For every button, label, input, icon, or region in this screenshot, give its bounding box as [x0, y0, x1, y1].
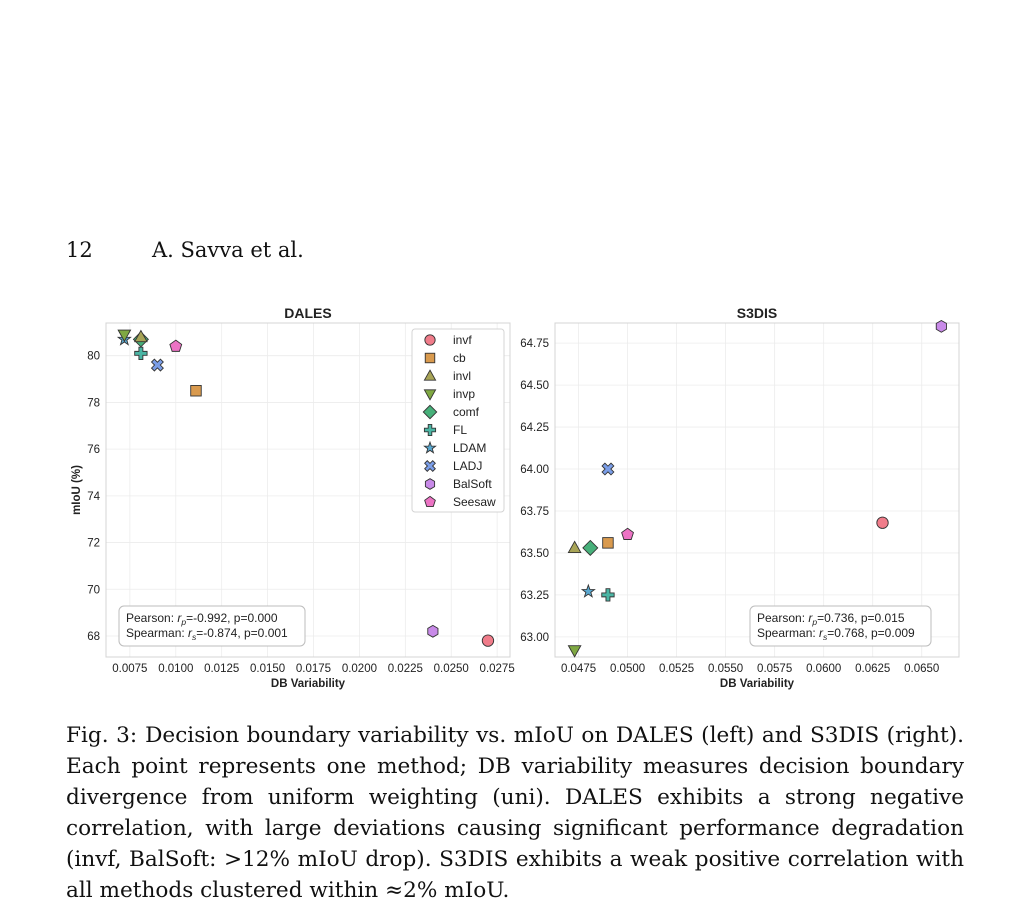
page-number: 12: [66, 238, 93, 262]
x-tick-label: 0.0200: [342, 663, 377, 675]
point-balsoft: [427, 624, 439, 638]
x-tick-label: 0.0475: [561, 663, 596, 675]
spearman-stat: Spearman: rs=-0.874, p=0.001: [126, 626, 288, 642]
y-tick-label: 78: [87, 397, 100, 409]
point-ldam: [580, 583, 596, 598]
point-seesaw: [621, 527, 634, 540]
y-tick-label: 63.25: [520, 590, 549, 602]
legend-label: LDAM: [453, 441, 486, 455]
caption-label: Fig. 3:: [66, 723, 138, 748]
point-cb: [190, 385, 202, 397]
x-tick-label: 0.0275: [480, 663, 515, 675]
y-tick-label: 64.25: [520, 422, 549, 434]
legend-marker-invp: [423, 389, 437, 401]
x-tick-label: 0.0100: [158, 663, 193, 675]
plot-border: [105, 322, 511, 658]
legend-marker-seesaw: [424, 495, 436, 507]
x-tick-label: 0.0625: [855, 663, 890, 675]
x-tick-label: 0.0150: [250, 663, 285, 675]
x-tick-label: 0.0650: [904, 663, 939, 675]
point-invp: [117, 329, 132, 343]
x-tick-label: 0.0125: [204, 663, 239, 675]
y-tick-label: 80: [87, 351, 100, 363]
chart-title: DALES: [284, 305, 331, 321]
legend-label: invl: [453, 369, 471, 383]
legend-label: BalSoft: [453, 477, 492, 491]
y-tick-label: 63.75: [520, 506, 549, 518]
legend-marker-ladj: [424, 460, 436, 472]
legend-marker-fl: [423, 423, 437, 437]
point-cb: [602, 537, 614, 549]
y-tick-label: 64.50: [520, 380, 549, 392]
point-balsoft: [935, 319, 947, 333]
legend-label: invf: [453, 333, 472, 347]
pearson-stat: Pearson: rp=-0.992, p=0.000: [126, 611, 278, 627]
point-ladj: [601, 462, 615, 476]
y-tick-label: 64.75: [520, 338, 549, 350]
legend-marker-cb: [424, 352, 436, 364]
plot-area: [555, 323, 959, 657]
point-invp: [567, 645, 582, 658]
running-head-authors: A. Savva et al.: [152, 238, 304, 262]
x-tick-label: 0.0500: [610, 663, 645, 675]
spearman-stat: Spearman: rs=0.768, p=0.009: [757, 626, 915, 642]
x-tick-label: 0.0250: [434, 663, 469, 675]
legend-marker-ldam: [423, 440, 437, 454]
legend-marker-comf: [422, 404, 438, 420]
x-axis-label: DB Variability: [720, 678, 795, 690]
point-fl: [601, 588, 615, 602]
legend-label: LADJ: [453, 459, 482, 473]
legend-marker-invf: [424, 334, 436, 346]
y-tick-label: 70: [87, 584, 100, 596]
x-tick-label: 0.0225: [388, 663, 423, 675]
legend-label: FL: [453, 423, 467, 437]
point-invf: [876, 516, 889, 529]
point-ladj: [150, 358, 164, 372]
caption-text: Decision boundary variability vs. mIoU o…: [66, 723, 964, 903]
plot-border: [554, 322, 960, 658]
point-comf: [582, 539, 599, 556]
stats-box: [749, 605, 932, 647]
point-invl: [133, 329, 148, 343]
legend-label: Seesaw: [453, 495, 496, 509]
x-tick-label: 0.0575: [757, 663, 792, 675]
x-tick-label: 0.0525: [659, 663, 694, 675]
pearson-stat: Pearson: rp=0.736, p=0.015: [757, 611, 905, 627]
y-tick-label: 64.00: [520, 464, 549, 476]
y-tick-label: 76: [87, 444, 100, 456]
legend-box: [411, 328, 505, 513]
x-tick-label: 0.0075: [112, 663, 147, 675]
x-axis-label: DB Variability: [271, 678, 346, 690]
point-invl: [567, 540, 582, 553]
point-seesaw: [169, 339, 183, 352]
stats-box: [118, 605, 306, 647]
y-tick-label: 68: [87, 631, 100, 643]
chart-s3dis: S3DIS 0.0475 0.0500 0.0525 0.0550 0.0575 0.060…: [520, 305, 960, 690]
point-fl: [134, 346, 148, 361]
y-tick-label: 74: [87, 491, 100, 503]
point-invf: [481, 634, 495, 647]
legend-marker-balsoft: [424, 478, 436, 490]
y-tick-label: 63.00: [520, 632, 549, 644]
y-axis-label: mIoU (%): [71, 465, 83, 515]
x-tick-label: 0.0175: [296, 663, 331, 675]
x-tick-label: 0.0550: [708, 663, 743, 675]
x-tick-label: 0.0600: [806, 663, 841, 675]
chart-dales: DALES 0.0075 0.0100 0.0125 0.0150 0.0175 0.020…: [71, 305, 515, 690]
y-tick-label: 63.50: [520, 548, 549, 560]
legend-label: comf: [453, 405, 480, 419]
legend-marker-invl: [423, 369, 437, 381]
y-tick-label: 72: [87, 538, 100, 550]
legend-label: cb: [453, 351, 466, 365]
figure-caption: Fig. 3: Decision boundary variability vs.…: [66, 720, 964, 906]
legend-label: invp: [453, 387, 475, 401]
chart-title: S3DIS: [737, 305, 777, 321]
